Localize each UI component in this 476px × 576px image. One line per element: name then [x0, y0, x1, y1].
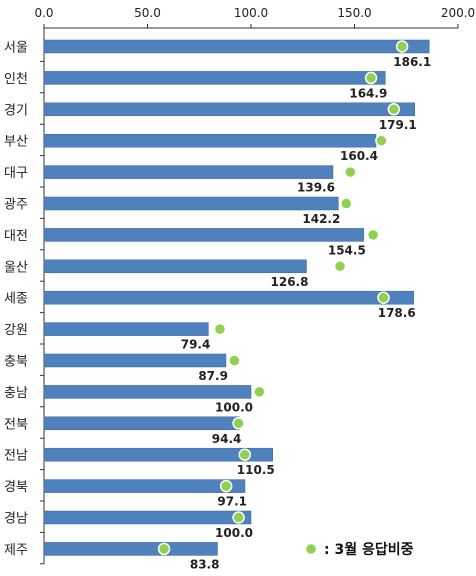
legend-marker: [304, 542, 318, 556]
category-label: 충남: [4, 386, 28, 401]
value-label: 179.1: [379, 118, 417, 132]
bar: [43, 196, 339, 211]
march-marker: [366, 228, 380, 242]
value-label: 160.4: [340, 149, 378, 163]
category-label: 세종: [4, 292, 28, 307]
value-label: 164.9: [349, 86, 387, 100]
value-label: 139.6: [297, 181, 335, 195]
bar: [43, 259, 307, 274]
category-label: 서울: [4, 41, 28, 56]
category-label: 경북: [4, 480, 28, 495]
march-marker: [375, 134, 388, 147]
category-label: 전북: [4, 417, 28, 432]
category-label: 전남: [4, 449, 28, 464]
bar: [43, 479, 246, 493]
category-label: 부산: [4, 135, 28, 150]
bar: [43, 322, 209, 336]
x-tick-label: 0.0: [34, 6, 53, 20]
x-tick-label: 50.0: [134, 6, 161, 20]
march-marker: [333, 260, 347, 273]
value-label: 178.6: [378, 306, 416, 320]
bar: [43, 133, 377, 148]
bar: [43, 447, 273, 462]
value-label: 100.0: [215, 400, 253, 414]
march-marker: [232, 511, 245, 524]
march-marker: [377, 291, 390, 304]
value-label: 79.4: [181, 338, 211, 352]
x-axis-ticks: 0.0 50.0 100.0 150.0 200.0: [34, 6, 475, 28]
march-marker: [344, 165, 357, 179]
march-marker: [228, 354, 241, 367]
bar: [43, 290, 414, 305]
value-label: 100.0: [215, 526, 253, 540]
march-marker: [219, 479, 233, 493]
value-label: 97.1: [217, 495, 247, 509]
march-markers: [157, 40, 409, 556]
value-label: 126.8: [271, 275, 309, 289]
category-label: 광주: [4, 198, 28, 213]
value-label: 142.2: [302, 212, 340, 226]
bar: [43, 39, 430, 54]
category-label: 대구: [4, 166, 28, 181]
bar: [43, 510, 252, 525]
bar: [43, 165, 334, 179]
march-marker: [395, 40, 409, 53]
bars: [43, 39, 430, 556]
value-label: 87.9: [198, 369, 228, 383]
bar: [43, 542, 218, 556]
bar: [43, 102, 415, 117]
march-marker: [232, 417, 245, 430]
x-tick-label: 100.0: [234, 6, 268, 20]
legend-label: : 3월 응답비중: [324, 541, 414, 558]
category-label: 강원: [4, 323, 28, 338]
bar: [43, 228, 365, 242]
category-label: 울산: [4, 260, 28, 275]
value-label: 154.5: [328, 243, 366, 257]
march-marker: [364, 71, 378, 85]
x-tick-label: 200.0: [441, 6, 475, 20]
category-label: 대전: [4, 229, 28, 244]
march-marker: [339, 197, 353, 210]
march-marker: [213, 322, 227, 336]
value-label: 110.5: [237, 463, 275, 477]
category-label: 경기: [4, 103, 28, 118]
value-label: 83.8: [190, 557, 220, 571]
bar: [43, 71, 386, 85]
category-label: 인천: [4, 72, 28, 87]
value-labels: 186.1 164.9 179.1 160.4 139.6 142.2 154.5 126.8…: [181, 55, 431, 571]
march-marker: [253, 385, 266, 399]
march-marker: [157, 542, 171, 556]
march-marker: [238, 448, 252, 461]
value-label: 186.1: [393, 55, 431, 69]
category-label: 충북: [4, 355, 28, 370]
value-label: 94.4: [212, 432, 242, 446]
bar: [43, 353, 227, 368]
bar: [43, 385, 252, 399]
category-label: 경남: [4, 512, 28, 527]
march-marker: [387, 103, 401, 116]
category-label: 제주: [4, 543, 28, 558]
bar: [43, 416, 240, 431]
x-tick-label: 150.0: [337, 6, 371, 20]
legend: : 3월 응답비중: [304, 541, 414, 558]
